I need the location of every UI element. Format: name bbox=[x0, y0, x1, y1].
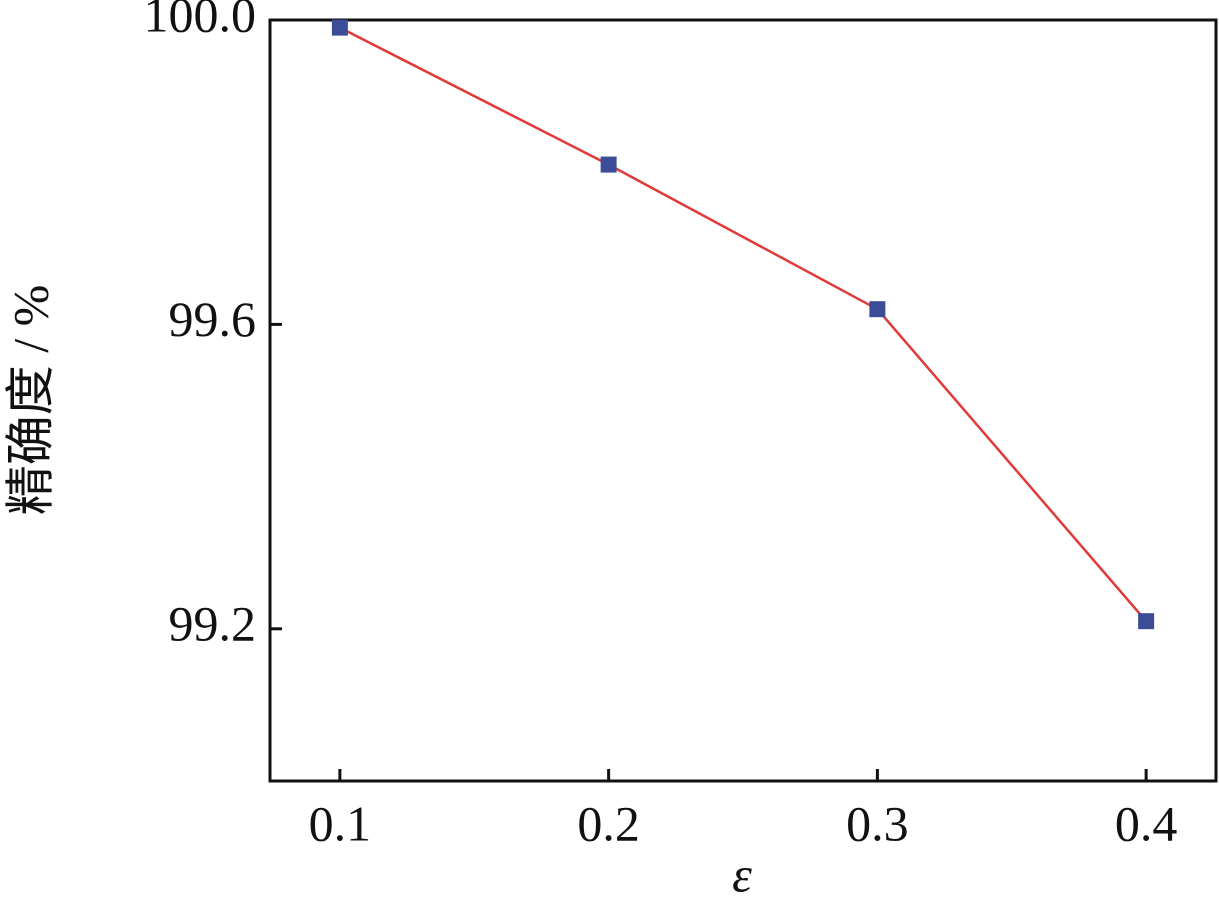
x-tick-label: 0.4 bbox=[1115, 795, 1178, 851]
data-marker bbox=[331, 19, 348, 36]
y-tick-label: 99.6 bbox=[169, 291, 257, 347]
x-tick-label: 0.1 bbox=[309, 795, 372, 851]
x-axis-label: ε bbox=[732, 846, 752, 902]
y-tick-label: 99.2 bbox=[169, 595, 257, 651]
data-marker bbox=[1138, 613, 1155, 630]
y-tick-label: 100.0 bbox=[144, 0, 257, 42]
y-axis-label: 精确度 / % bbox=[2, 285, 58, 516]
x-tick-label: 0.3 bbox=[846, 795, 909, 851]
data-marker bbox=[869, 301, 886, 318]
data-line bbox=[339, 26, 1148, 623]
x-tick-label: 0.2 bbox=[577, 795, 640, 851]
data-marker bbox=[600, 156, 617, 173]
plot-frame bbox=[268, 18, 1218, 783]
